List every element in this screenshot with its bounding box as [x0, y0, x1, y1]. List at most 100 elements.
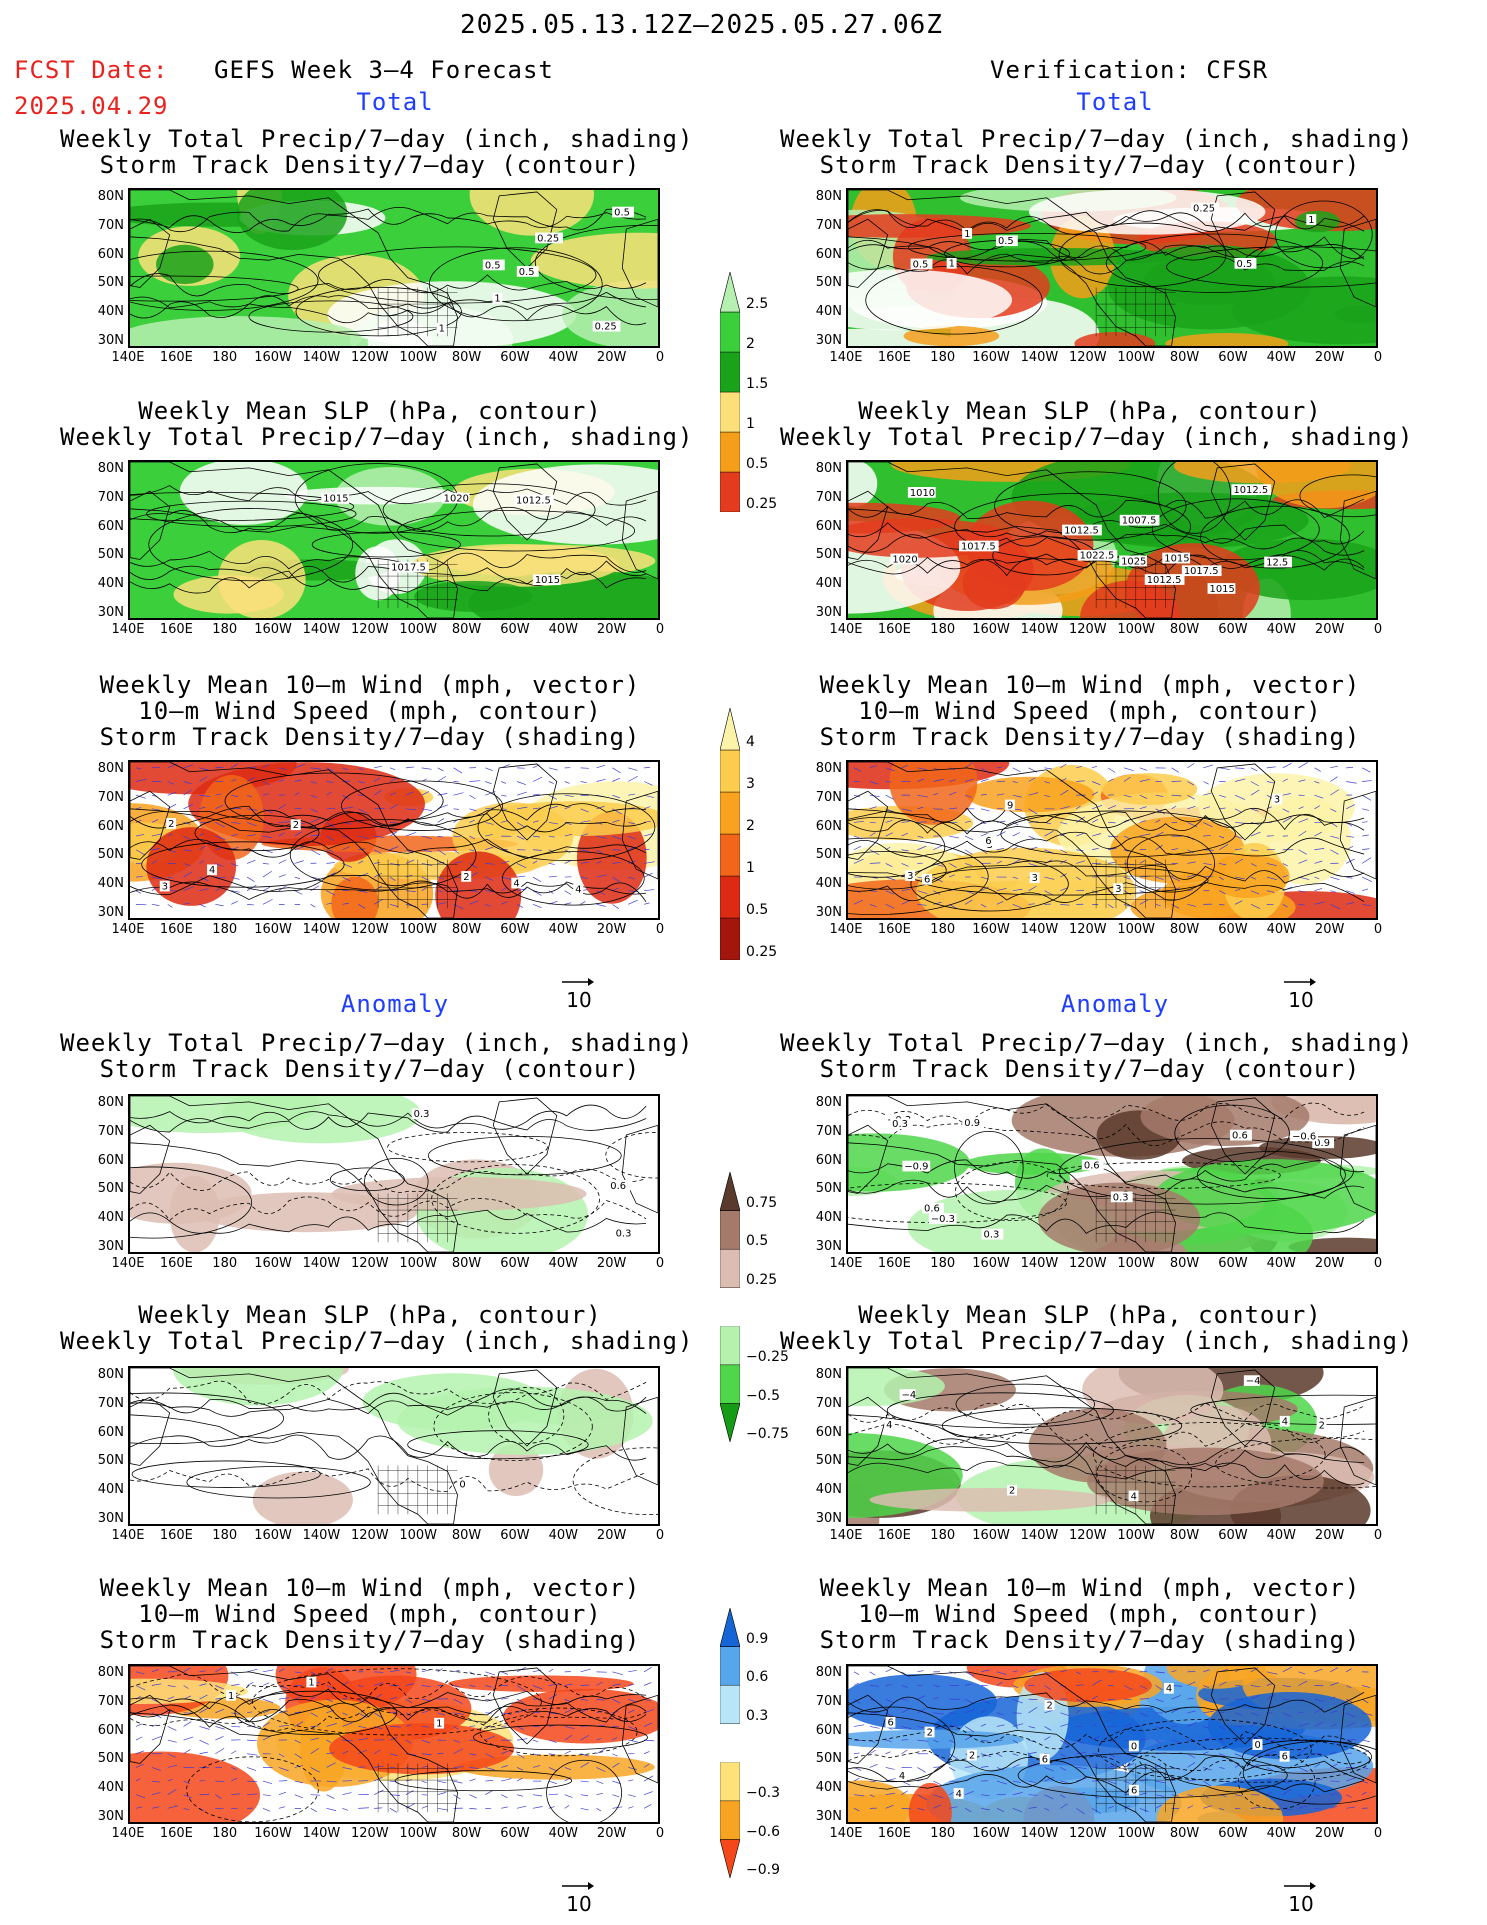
contour-label-text: 0.3 [1113, 1192, 1129, 1203]
wind-vector [548, 1739, 557, 1743]
wind-vector [231, 794, 239, 798]
wind-vector [389, 1711, 397, 1714]
wind-vector [421, 767, 432, 770]
lon-tick-label: 60W [1218, 622, 1248, 637]
lat-tick-label: 50N [815, 1751, 842, 1767]
wind-vector [358, 781, 365, 784]
wind-vector [933, 792, 939, 796]
lon-tick-label: 120W [1068, 922, 1107, 937]
wind-vector [167, 1764, 178, 1768]
wind-vector [949, 779, 956, 782]
lon-tick-label: 140W [302, 1826, 341, 1841]
wind-vector [374, 1776, 383, 1782]
contour-line [848, 807, 1365, 831]
wind-vector [1044, 1671, 1051, 1675]
wind-vector [1362, 1739, 1370, 1742]
wind-vector [421, 1739, 431, 1744]
wind-vector [437, 861, 445, 864]
wind-vector [167, 1779, 173, 1782]
colorbar-segment [719, 1170, 741, 1211]
lon-tick-label: 180 [930, 622, 956, 637]
wind-vector [516, 781, 526, 786]
contour-label-text: 1012.5 [1233, 485, 1268, 496]
contour-line [502, 851, 645, 906]
wind-vector [1314, 888, 1323, 892]
colorbar-tick-label: 0.25 [746, 496, 778, 512]
contour-label-text: 0.5 [913, 259, 929, 270]
contour-label: 2 [1316, 1419, 1327, 1431]
contour-line [394, 1770, 573, 1792]
wind-vector [1282, 816, 1292, 823]
coastline-greenland [1210, 463, 1276, 541]
wind-vector [437, 1808, 449, 1811]
lon-tick-label: 40W [548, 1528, 578, 1543]
title-line: Storm Track Density/7—day (contour) [819, 1055, 1361, 1083]
wind-vector [1361, 767, 1371, 773]
contour-label: 3 [1113, 883, 1124, 895]
wind-vector [564, 781, 570, 784]
shading-blob [1334, 305, 1376, 324]
wind-vector [1155, 1780, 1166, 1784]
wind-vector [294, 1780, 304, 1784]
contour-label-text: 0.5 [998, 236, 1014, 247]
contour-label: 1 [225, 1690, 236, 1702]
colorbar-segment [719, 1326, 741, 1366]
wind-vector [247, 1780, 258, 1783]
lon-tick-label: 80W [451, 922, 482, 937]
title-line: Weekly Mean SLP (hPa, contour) [138, 1301, 602, 1329]
lon-tick-label: 180 [930, 1256, 956, 1271]
wind-vector [1330, 835, 1340, 839]
wind-vector [390, 1726, 401, 1728]
wind-vector [326, 1762, 336, 1768]
title-line: Storm Track Density/7—day (shading) [819, 723, 1361, 751]
wind-vector [1203, 1736, 1214, 1741]
wind-vector [1171, 904, 1180, 909]
wind-vector [1314, 1668, 1323, 1673]
lon-tick-label: 20W [1314, 1826, 1345, 1841]
contour-label: 0.3 [1110, 1191, 1133, 1203]
wind-vector [612, 861, 622, 864]
wind-vector [1203, 863, 1212, 866]
vector-ref-value: 10 [566, 1892, 592, 1916]
contour-label: 4 [1163, 1682, 1174, 1695]
colorbar-segment [719, 311, 741, 353]
colorbar-segment [719, 1800, 741, 1840]
lat-tick-label: 80N [97, 761, 124, 776]
contour-label-text: 0.3 [984, 1230, 1000, 1241]
wind-vector [1187, 822, 1198, 828]
wind-vector [628, 1767, 637, 1770]
colorbar-precip_total-wrap [719, 271, 741, 516]
wind-vector [517, 875, 526, 878]
lat-tick-label: 50N [815, 1181, 842, 1197]
wind-vector [469, 1725, 476, 1727]
lat-tick-label: 70N [815, 489, 842, 505]
wind-vector [1028, 835, 1035, 840]
contour-label: 1022.5 [1077, 549, 1118, 562]
wind-vector [933, 1739, 939, 1743]
lon-tick-label: 0 [655, 350, 665, 365]
lon-tick-label: 160E [877, 350, 911, 365]
wind-vector [1060, 763, 1067, 769]
lon-tick-label: 180 [212, 1256, 238, 1271]
colorbar-tick-label: 0.5 [746, 901, 769, 918]
wind-vector [421, 1669, 432, 1673]
wind-vector [1139, 1808, 1149, 1812]
wind-vector [485, 1767, 495, 1771]
wind-vector [853, 1682, 859, 1686]
contour-label-text: 4 [1131, 1491, 1137, 1502]
wind-vector [1076, 1808, 1085, 1815]
colorbar-segment [719, 391, 741, 433]
wind-vector [183, 1667, 191, 1673]
wind-vector [580, 781, 587, 784]
contour-label: 0.6 [608, 1180, 631, 1192]
wind-vector [596, 890, 605, 895]
lon-tick-label: 60W [500, 350, 530, 365]
lon-tick-label: 160W [254, 622, 292, 637]
wind-vector [1076, 1739, 1085, 1744]
shading-blob [236, 190, 348, 251]
contour-label-text: 1 [1308, 215, 1314, 226]
wind-vector [996, 1697, 1003, 1700]
wind-vector [421, 1726, 430, 1728]
lon-tick-label: 120W [1068, 1528, 1107, 1543]
shading-blob [1165, 333, 1289, 346]
